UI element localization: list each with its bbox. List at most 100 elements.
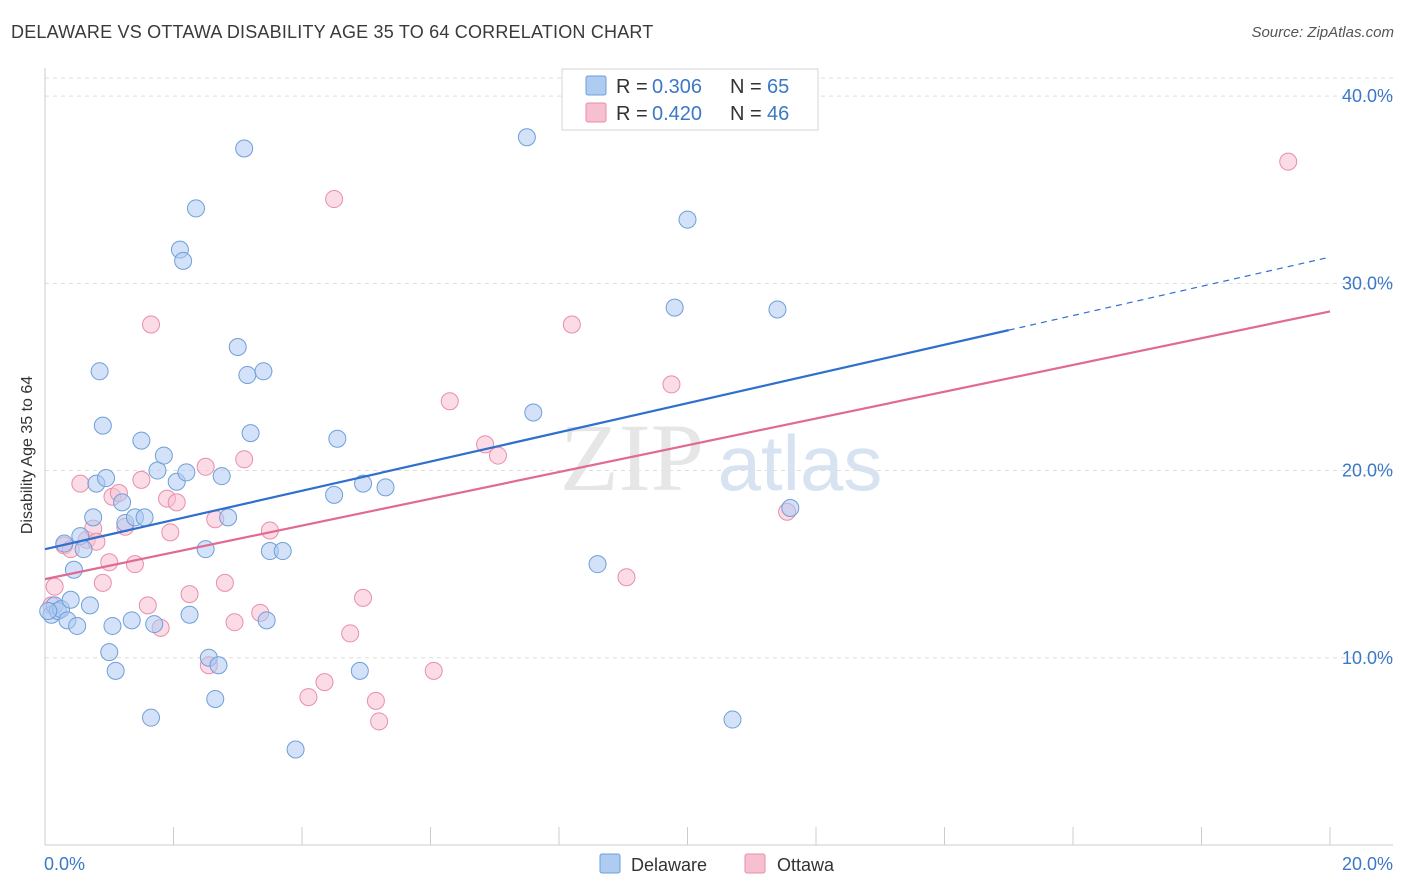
ottawa-point: [196, 457, 215, 476]
delaware-point: [132, 431, 151, 450]
ottawa-point: [161, 523, 180, 542]
x-tick-label: 0.0%: [44, 854, 85, 874]
delaware-point: [113, 493, 132, 512]
ottawa-point: [354, 588, 373, 607]
ottawa-swatch: [585, 102, 607, 123]
delaware-point: [238, 366, 257, 385]
delaware-point: [209, 656, 228, 675]
legend-ottawa-label: Ottawa: [777, 855, 835, 875]
tick-labels: 10.0% 20.0% 30.0% 40.0% 0.0% 20.0%: [44, 86, 1393, 874]
ottawa-point: [617, 568, 636, 587]
delaware-point: [257, 611, 276, 630]
ottawa-n-label: N =: [730, 103, 762, 125]
delaware-n-value: 65: [767, 76, 789, 98]
ottawa-point: [299, 688, 318, 707]
delaware-point: [228, 337, 247, 356]
chart-title: DELAWARE VS OTTAWA DISABILITY AGE 35 TO …: [11, 22, 654, 42]
delaware-point: [517, 128, 536, 147]
ottawa-point: [71, 474, 90, 493]
ottawa-point: [235, 450, 254, 469]
ottawa-point: [662, 375, 681, 394]
y-tick-label: 40.0%: [1342, 86, 1393, 106]
delaware-point: [74, 540, 93, 559]
ottawa-point: [180, 585, 199, 604]
series-legend: Delaware Ottawa: [599, 853, 835, 875]
delaware-point: [206, 689, 225, 708]
ottawa-r-label: R =: [616, 103, 648, 125]
delaware-point: [325, 485, 344, 504]
delaware-point: [286, 740, 305, 759]
delaware-point: [212, 467, 231, 486]
delaware-point: [142, 708, 161, 727]
delaware-point: [180, 605, 199, 624]
delaware-trend-line: [44, 329, 1009, 551]
delaware-point: [154, 446, 173, 465]
delaware-point: [80, 596, 99, 615]
delaware-point: [174, 251, 193, 270]
x-tick-label: 20.0%: [1342, 854, 1393, 874]
delaware-point: [376, 478, 395, 497]
delaware-point: [241, 424, 260, 443]
delaware-n-label: N =: [730, 76, 762, 98]
legend-ottawa-swatch: [744, 853, 766, 874]
delaware-point: [768, 300, 787, 319]
trend-lines: [44, 256, 1331, 581]
ottawa-point: [167, 493, 186, 512]
delaware-point: [177, 463, 196, 482]
delaware-point: [61, 590, 80, 609]
ottawa-n-value: 46: [767, 103, 789, 125]
watermark-atlas: atlas: [718, 419, 883, 507]
legend-delaware-label: Delaware: [631, 855, 707, 875]
y-tick-label: 20.0%: [1342, 461, 1393, 481]
delaware-point: [273, 542, 292, 561]
ottawa-point: [215, 573, 234, 592]
delaware-point: [588, 555, 607, 574]
delaware-swatch: [585, 75, 607, 96]
ottawa-point: [424, 661, 443, 680]
delaware-point: [64, 560, 83, 579]
ottawa-point: [370, 712, 389, 731]
stats-legend: R = 0.306 N = 65 R = 0.420 N = 46: [561, 68, 819, 131]
delaware-r-value: 0.306: [652, 76, 702, 98]
delaware-point: [186, 199, 205, 218]
delaware-point: [678, 210, 697, 229]
delaware-point: [196, 540, 215, 559]
delaware-point: [235, 139, 254, 158]
delaware-point: [90, 362, 109, 381]
ottawa-point: [488, 446, 507, 465]
delaware-point: [350, 661, 369, 680]
ottawa-point: [341, 624, 360, 643]
delaware-point: [781, 498, 800, 517]
ottawa-r-value: 0.420: [652, 103, 702, 125]
delaware-point: [84, 508, 103, 527]
y-tick-label: 10.0%: [1342, 648, 1393, 668]
y-tick-label: 30.0%: [1342, 273, 1393, 293]
delaware-point: [39, 601, 58, 620]
ottawa-point: [315, 673, 334, 692]
delaware-trend-extension: [1008, 256, 1331, 331]
legend-delaware-swatch: [599, 853, 621, 874]
delaware-point: [97, 469, 116, 488]
ottawa-point: [440, 392, 459, 411]
ottawa-point: [562, 315, 581, 334]
ottawa-trend-line: [44, 310, 1331, 581]
data-points: [39, 128, 1298, 759]
delaware-point: [135, 508, 154, 527]
delaware-point: [145, 615, 164, 634]
delaware-point: [665, 298, 684, 317]
delaware-point: [122, 611, 141, 630]
delaware-point: [103, 616, 122, 635]
delaware-point: [148, 461, 167, 480]
delaware-r-label: R =: [616, 76, 648, 98]
ottawa-point: [132, 470, 151, 489]
ottawa-point: [1279, 152, 1298, 171]
ottawa-point: [93, 573, 112, 592]
ottawa-point: [366, 691, 385, 710]
delaware-point: [254, 362, 273, 381]
delaware-point: [68, 616, 87, 635]
ottawa-point: [45, 577, 64, 596]
delaware-point: [219, 508, 238, 527]
ottawa-point: [100, 553, 119, 572]
delaware-point: [106, 661, 125, 680]
